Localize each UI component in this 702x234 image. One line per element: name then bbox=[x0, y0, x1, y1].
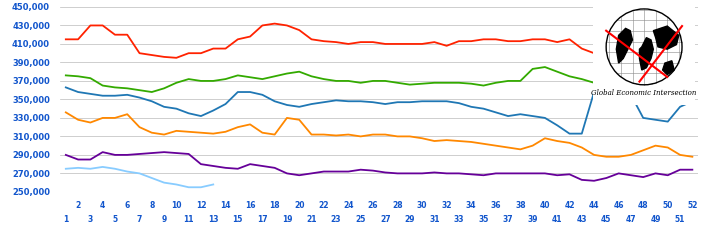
Text: 9: 9 bbox=[161, 215, 166, 224]
Text: 50: 50 bbox=[663, 201, 673, 210]
Text: 17: 17 bbox=[257, 215, 267, 224]
Text: 13: 13 bbox=[208, 215, 218, 224]
Polygon shape bbox=[663, 61, 674, 75]
Text: 46: 46 bbox=[614, 201, 624, 210]
Text: 49: 49 bbox=[650, 215, 661, 224]
Text: 18: 18 bbox=[270, 201, 280, 210]
Text: 5: 5 bbox=[112, 215, 117, 224]
Text: 29: 29 bbox=[404, 215, 415, 224]
Text: 37: 37 bbox=[503, 215, 513, 224]
Text: 23: 23 bbox=[331, 215, 341, 224]
Text: 10: 10 bbox=[171, 201, 182, 210]
Text: 24: 24 bbox=[343, 201, 354, 210]
Text: 16: 16 bbox=[245, 201, 256, 210]
Text: 41: 41 bbox=[552, 215, 562, 224]
Text: 47: 47 bbox=[625, 215, 636, 224]
Text: 8: 8 bbox=[149, 201, 154, 210]
Text: 52: 52 bbox=[687, 201, 698, 210]
Text: 44: 44 bbox=[589, 201, 600, 210]
Text: 30: 30 bbox=[417, 201, 428, 210]
Polygon shape bbox=[654, 26, 679, 49]
Text: 19: 19 bbox=[282, 215, 292, 224]
Text: 31: 31 bbox=[429, 215, 439, 224]
Text: 36: 36 bbox=[491, 201, 501, 210]
Text: 1: 1 bbox=[63, 215, 68, 224]
Polygon shape bbox=[616, 28, 633, 63]
Text: 45: 45 bbox=[601, 215, 611, 224]
Text: 4: 4 bbox=[100, 201, 105, 210]
Text: 3: 3 bbox=[88, 215, 93, 224]
Text: 20: 20 bbox=[294, 201, 305, 210]
Text: 34: 34 bbox=[466, 201, 477, 210]
Text: 2: 2 bbox=[76, 201, 81, 210]
Text: 51: 51 bbox=[675, 215, 685, 224]
Text: 6: 6 bbox=[125, 201, 130, 210]
Text: 26: 26 bbox=[368, 201, 378, 210]
Text: 42: 42 bbox=[564, 201, 575, 210]
Text: 15: 15 bbox=[232, 215, 243, 224]
Text: 22: 22 bbox=[319, 201, 329, 210]
Text: 32: 32 bbox=[442, 201, 452, 210]
Text: 21: 21 bbox=[306, 215, 317, 224]
Text: 35: 35 bbox=[478, 215, 489, 224]
FancyBboxPatch shape bbox=[593, 0, 695, 116]
Text: 12: 12 bbox=[196, 201, 206, 210]
Text: 25: 25 bbox=[355, 215, 366, 224]
Circle shape bbox=[606, 9, 682, 85]
Polygon shape bbox=[640, 38, 654, 70]
Text: 11: 11 bbox=[183, 215, 194, 224]
Text: 7: 7 bbox=[137, 215, 143, 224]
Text: 39: 39 bbox=[527, 215, 538, 224]
Text: 14: 14 bbox=[220, 201, 231, 210]
Text: 38: 38 bbox=[515, 201, 526, 210]
Text: 48: 48 bbox=[638, 201, 649, 210]
Text: 28: 28 bbox=[392, 201, 403, 210]
Text: 43: 43 bbox=[576, 215, 587, 224]
Text: 33: 33 bbox=[453, 215, 464, 224]
Text: 27: 27 bbox=[380, 215, 390, 224]
Text: Global Economic Intersection: Global Economic Intersection bbox=[591, 88, 697, 96]
Text: 40: 40 bbox=[540, 201, 550, 210]
